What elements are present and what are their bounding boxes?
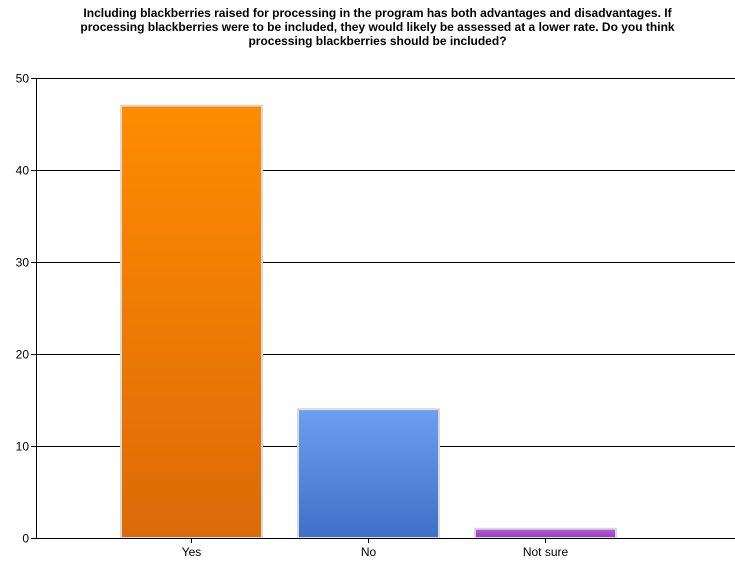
x-tick-label-not-sure: Not sure — [523, 545, 569, 559]
x-tick-label-no: No — [361, 545, 377, 559]
x-tick-label-yes: Yes — [182, 545, 202, 559]
y-tick-label-10: 10 — [16, 440, 30, 454]
y-tick-label-0: 0 — [22, 532, 29, 546]
axes — [31, 78, 735, 543]
bar-yes — [120, 104, 263, 539]
y-tick-label-20: 20 — [16, 348, 30, 362]
bar-no — [297, 408, 440, 540]
tick-labels: 0 10 20 30 40 50 Yes No Not sure — [16, 72, 569, 560]
bars — [120, 104, 617, 540]
chart-title-line-3: processing blackberries should be includ… — [248, 34, 507, 48]
y-tick-label-40: 40 — [16, 164, 30, 178]
bar-not-sure — [474, 527, 617, 539]
chart-title-line-1: Including blackberries raised for proces… — [83, 6, 672, 20]
chart-title-line-2: processing blackberries were to be inclu… — [80, 20, 675, 34]
chart-title: Including blackberries raised for proces… — [20, 6, 735, 48]
y-tick-label-30: 30 — [16, 256, 30, 270]
y-tick-label-50: 50 — [16, 72, 30, 86]
